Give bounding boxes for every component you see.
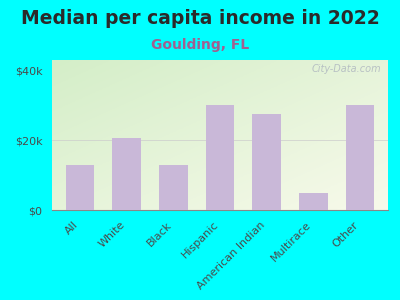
Bar [346, 105, 374, 210]
Bar [206, 105, 234, 210]
Text: Goulding, FL: Goulding, FL [151, 38, 249, 52]
Bar [112, 139, 141, 210]
Text: Median per capita income in 2022: Median per capita income in 2022 [21, 9, 379, 28]
Bar [299, 193, 328, 210]
Bar [66, 165, 94, 210]
Text: City-Data.com: City-Data.com [312, 64, 381, 74]
Bar [159, 165, 188, 210]
Bar [252, 114, 281, 210]
